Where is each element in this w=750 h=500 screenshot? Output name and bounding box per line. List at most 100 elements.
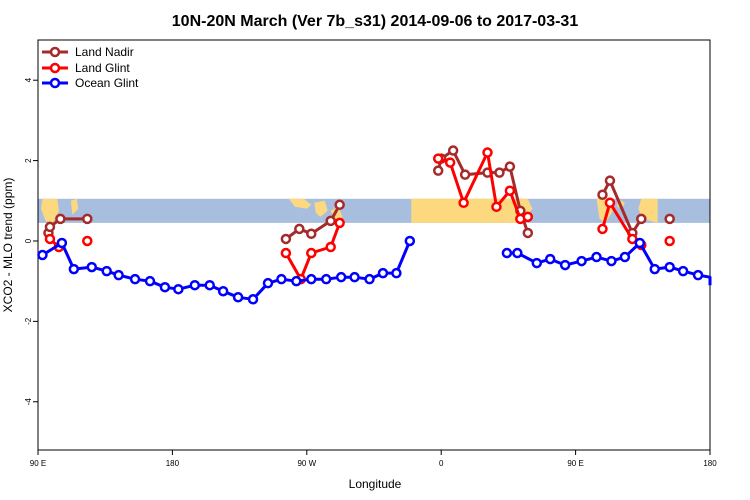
data-point bbox=[306, 228, 317, 239]
data-point bbox=[458, 197, 469, 209]
data-point bbox=[82, 213, 93, 225]
y-tick-label: 4 bbox=[24, 77, 33, 82]
legend: Land Nadir Land Glint Ocean Glint bbox=[42, 45, 139, 90]
data-point bbox=[559, 259, 571, 271]
data-point bbox=[280, 247, 292, 259]
data-point bbox=[82, 235, 93, 247]
data-point bbox=[262, 277, 274, 289]
data-point bbox=[591, 251, 602, 263]
legend-marker-land-glint bbox=[49, 62, 61, 74]
data-point bbox=[232, 292, 244, 303]
data-point bbox=[576, 255, 587, 267]
legend-label-ocean-glint: Ocean Glint bbox=[75, 76, 139, 90]
data-point bbox=[597, 223, 608, 235]
data-point bbox=[501, 247, 513, 259]
legend-marker-ocean-glint bbox=[49, 77, 61, 89]
data-point bbox=[306, 273, 317, 285]
series-land-nadir bbox=[43, 145, 675, 245]
data-point bbox=[334, 199, 345, 211]
data-point bbox=[55, 213, 66, 225]
legend-label-land-nadir: Land Nadir bbox=[75, 45, 134, 59]
y-tick-label: 0 bbox=[24, 238, 33, 243]
x-tick-label: 180 bbox=[166, 459, 180, 468]
data-point bbox=[86, 261, 98, 273]
data-point bbox=[306, 247, 317, 259]
data-point bbox=[636, 213, 647, 225]
data-point bbox=[101, 265, 112, 277]
data-point bbox=[482, 147, 493, 158]
data-point bbox=[294, 223, 305, 235]
land-mass bbox=[411, 198, 503, 223]
legend-item-land-nadir: Land Nadir bbox=[42, 45, 134, 59]
data-point bbox=[504, 185, 516, 196]
data-point bbox=[619, 251, 631, 263]
data-point bbox=[377, 267, 389, 279]
legend-item-ocean-glint: Ocean Glint bbox=[42, 76, 139, 90]
series-line bbox=[601, 179, 643, 235]
data-point bbox=[512, 247, 523, 259]
data-point bbox=[606, 255, 617, 267]
y-axis-label: XCO2 - MLO trend (ppm) bbox=[1, 178, 15, 313]
data-point bbox=[291, 275, 302, 287]
data-point bbox=[692, 269, 704, 281]
data-point bbox=[447, 145, 459, 156]
data-point bbox=[144, 275, 156, 287]
data-point bbox=[604, 175, 616, 186]
data-point bbox=[544, 253, 556, 265]
data-point bbox=[522, 211, 534, 223]
data-point bbox=[404, 235, 416, 247]
data-point bbox=[349, 271, 360, 283]
data-point bbox=[664, 213, 675, 225]
data-point bbox=[129, 273, 141, 285]
series-ocean-glint bbox=[37, 235, 712, 305]
data-point bbox=[444, 157, 456, 168]
chart-title: 10N-20N March (Ver 7b_s31) 2014-09-06 to… bbox=[172, 13, 579, 30]
y-tick-label: -2 bbox=[24, 317, 33, 325]
data-point bbox=[677, 265, 689, 277]
data-point bbox=[634, 237, 646, 249]
data-point bbox=[276, 273, 287, 285]
x-tick-label: 180 bbox=[703, 459, 717, 468]
data-point bbox=[459, 169, 471, 180]
data-point bbox=[280, 233, 292, 245]
plot-frame bbox=[37, 39, 711, 451]
data-point bbox=[649, 263, 660, 275]
legend-item-land-glint: Land Glint bbox=[42, 61, 130, 75]
data-point bbox=[217, 285, 229, 297]
data-point bbox=[494, 167, 505, 178]
x-tick-label: 90 E bbox=[567, 459, 583, 468]
data-point bbox=[44, 233, 56, 245]
legend-label-land-glint: Land Glint bbox=[75, 61, 130, 75]
data-point bbox=[335, 271, 347, 283]
data-point bbox=[204, 279, 215, 291]
data-point bbox=[334, 217, 345, 229]
data-point bbox=[522, 227, 534, 239]
land-mass bbox=[288, 198, 312, 209]
y-tick-label: 2 bbox=[24, 158, 33, 163]
series-layer bbox=[37, 145, 712, 305]
land-mass bbox=[314, 200, 328, 217]
data-point bbox=[113, 269, 124, 281]
x-tick-label: 90 E bbox=[30, 459, 46, 468]
legend-marker-land-nadir bbox=[49, 46, 61, 58]
y-axis: -4 -2 0 2 4 bbox=[24, 77, 38, 405]
data-point bbox=[37, 249, 48, 261]
data-point bbox=[604, 197, 616, 209]
data-point bbox=[44, 221, 56, 233]
data-point bbox=[664, 235, 675, 247]
data-point bbox=[325, 215, 336, 227]
data-point bbox=[432, 165, 444, 176]
data-point bbox=[597, 189, 608, 201]
land-mass bbox=[41, 198, 59, 223]
data-point bbox=[531, 257, 543, 269]
x-tick-label: 0 bbox=[439, 459, 444, 468]
data-point bbox=[627, 233, 638, 245]
land-mass bbox=[70, 198, 79, 215]
data-point bbox=[432, 153, 444, 164]
data-point bbox=[325, 241, 336, 253]
data-point bbox=[173, 283, 184, 295]
y-tick-label: -4 bbox=[24, 398, 33, 406]
data-point bbox=[247, 294, 259, 305]
data-point bbox=[504, 161, 516, 172]
